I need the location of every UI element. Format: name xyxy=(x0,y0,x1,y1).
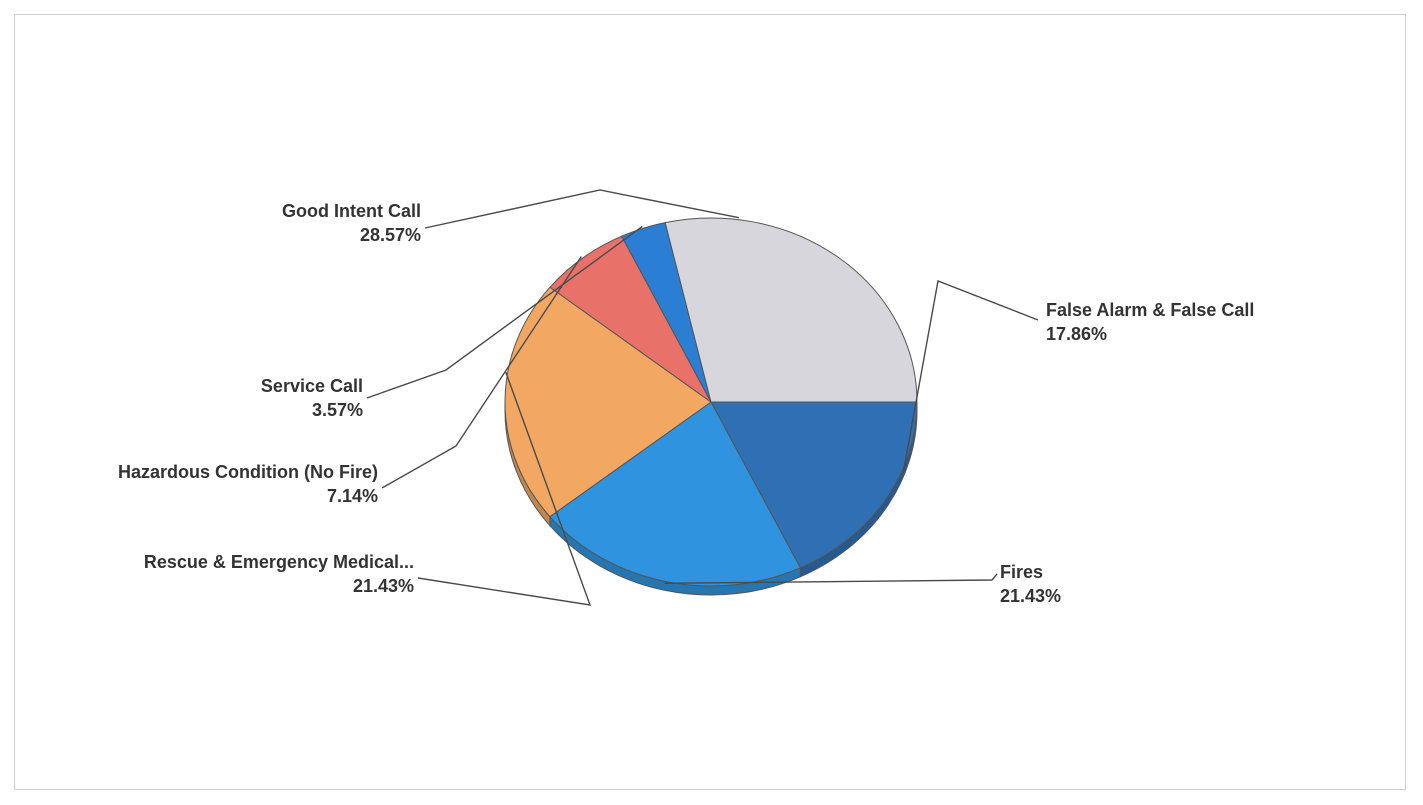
slice-labels: False Alarm & False Call 17.86% Fires 21.43… xyxy=(118,201,1254,606)
slice-percent-label: 3.57% xyxy=(312,400,363,420)
slice-label: Hazardous Condition (No Fire) xyxy=(118,462,378,482)
leader-line xyxy=(366,225,643,399)
pie-slice xyxy=(549,401,802,587)
slice-percent-label: 21.43% xyxy=(353,576,414,596)
leader-line xyxy=(381,256,582,489)
slice-label: Rescue & Emergency Medical... xyxy=(144,552,414,572)
pie-slice xyxy=(504,286,712,518)
slice-percent-label: 17.86% xyxy=(1046,324,1107,344)
pie-slice xyxy=(710,401,918,569)
slice-label: Good Intent Call xyxy=(282,201,421,221)
leader-line xyxy=(664,573,998,585)
slice-percent-label: 7.14% xyxy=(327,486,378,506)
pie-slice xyxy=(664,217,918,403)
leader-line xyxy=(902,280,1039,474)
pie-slices xyxy=(504,217,918,587)
slice-label: False Alarm & False Call xyxy=(1046,300,1254,320)
leader-line xyxy=(424,189,740,229)
slice-label: Service Call xyxy=(261,376,363,396)
leader-lines xyxy=(366,189,1039,606)
leader-line xyxy=(417,371,592,606)
slice-percent-label: 21.43% xyxy=(1000,586,1061,606)
slice-percent-label: 28.57% xyxy=(360,225,421,245)
slice-label: Fires xyxy=(1000,562,1043,582)
